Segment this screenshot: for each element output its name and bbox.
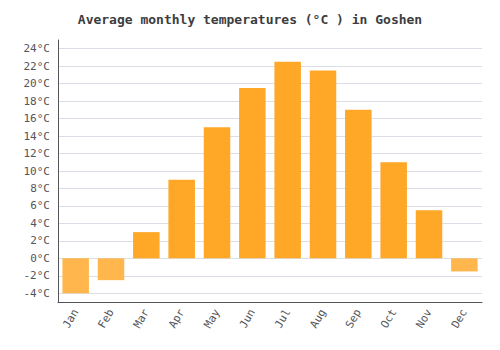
svg-text:22°C: 22°C — [24, 60, 51, 73]
svg-text:Mar: Mar — [131, 306, 152, 330]
svg-text:Feb: Feb — [95, 307, 116, 331]
svg-text:-4°C: -4°C — [24, 287, 51, 300]
svg-text:Jul: Jul — [272, 307, 293, 331]
svg-text:6°C: 6°C — [30, 199, 50, 212]
svg-text:12°C: 12°C — [24, 147, 51, 160]
svg-text:Nov: Nov — [413, 306, 434, 330]
svg-text:24°C: 24°C — [24, 42, 51, 55]
svg-text:4°C: 4°C — [30, 217, 50, 230]
svg-text:May: May — [201, 306, 222, 330]
svg-text:-2°C: -2°C — [24, 269, 51, 282]
svg-text:18°C: 18°C — [24, 95, 51, 108]
svg-text:0°C: 0°C — [30, 252, 50, 265]
svg-text:16°C: 16°C — [24, 112, 51, 125]
svg-text:Oct: Oct — [378, 307, 399, 331]
svg-text:Average monthly temperatures (: Average monthly temperatures (°C ) in Go… — [78, 12, 422, 27]
svg-text:Apr: Apr — [166, 306, 187, 330]
svg-text:10°C: 10°C — [24, 165, 51, 178]
svg-text:Jan: Jan — [60, 307, 81, 331]
svg-text:2°C: 2°C — [30, 234, 50, 247]
svg-text:8°C: 8°C — [30, 182, 50, 195]
svg-text:Jun: Jun — [237, 307, 258, 331]
svg-text:Sep: Sep — [343, 307, 364, 331]
svg-text:20°C: 20°C — [24, 77, 51, 90]
svg-text:Aug: Aug — [307, 307, 328, 331]
svg-text:14°C: 14°C — [24, 130, 51, 143]
svg-text:Dec: Dec — [449, 307, 470, 331]
